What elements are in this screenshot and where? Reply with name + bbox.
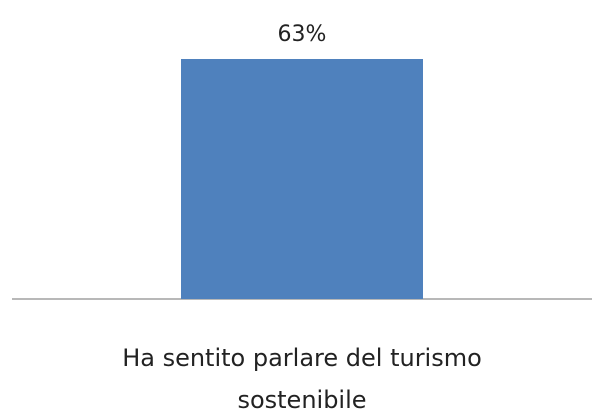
category-label-line-2: sostenibile: [237, 386, 366, 414]
data-label-1: 63%: [278, 22, 327, 47]
data-labels-group: 63%: [278, 22, 327, 47]
category-label-1: Ha sentito parlare del turismo sostenibil…: [122, 344, 482, 414]
category-label-line-1: Ha sentito parlare del turismo: [122, 344, 482, 372]
category-labels-group: Ha sentito parlare del turismo sostenibil…: [122, 344, 482, 414]
bars-group: [181, 59, 423, 299]
bar-1: [181, 59, 423, 299]
